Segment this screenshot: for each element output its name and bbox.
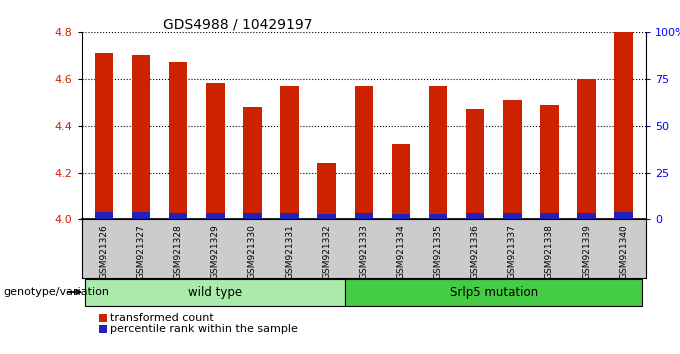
Text: GSM921340: GSM921340 xyxy=(619,224,628,279)
Text: GDS4988 / 10429197: GDS4988 / 10429197 xyxy=(163,18,313,32)
Bar xyxy=(354,86,373,219)
Text: GSM921331: GSM921331 xyxy=(285,224,294,279)
Bar xyxy=(85,279,345,307)
Text: genotype/variation: genotype/variation xyxy=(3,287,109,297)
Text: GSM921332: GSM921332 xyxy=(322,224,331,279)
Text: GSM921336: GSM921336 xyxy=(471,224,479,279)
Bar xyxy=(615,32,633,219)
Bar xyxy=(280,86,299,219)
Bar xyxy=(392,214,410,219)
Bar xyxy=(169,62,188,219)
Bar xyxy=(132,212,150,219)
Text: GSM921327: GSM921327 xyxy=(137,224,146,279)
Text: GSM921330: GSM921330 xyxy=(248,224,257,279)
Text: percentile rank within the sample: percentile rank within the sample xyxy=(110,324,298,334)
Bar xyxy=(95,53,113,219)
Bar xyxy=(503,213,522,219)
Bar xyxy=(345,279,643,307)
Text: GSM921328: GSM921328 xyxy=(173,224,183,279)
Text: GSM921329: GSM921329 xyxy=(211,224,220,279)
Bar xyxy=(206,84,224,219)
Text: Srlp5 mutation: Srlp5 mutation xyxy=(449,286,538,299)
Bar xyxy=(429,214,447,219)
Bar xyxy=(466,109,484,219)
Text: wild type: wild type xyxy=(188,286,242,299)
Bar xyxy=(615,212,633,219)
Text: transformed count: transformed count xyxy=(110,313,214,323)
Text: GSM921335: GSM921335 xyxy=(434,224,443,279)
Bar xyxy=(280,213,299,219)
Bar xyxy=(466,213,484,219)
Bar xyxy=(354,213,373,219)
Text: GSM921338: GSM921338 xyxy=(545,224,554,279)
Bar xyxy=(95,212,113,219)
Bar xyxy=(169,213,188,219)
Text: GSM921334: GSM921334 xyxy=(396,224,405,279)
Bar xyxy=(206,213,224,219)
Text: GSM921339: GSM921339 xyxy=(582,224,591,279)
Bar xyxy=(540,213,559,219)
Bar xyxy=(318,214,336,219)
Bar xyxy=(577,79,596,219)
Bar xyxy=(243,213,262,219)
Bar xyxy=(318,163,336,219)
Bar xyxy=(429,86,447,219)
Bar xyxy=(392,144,410,219)
Bar xyxy=(503,100,522,219)
Text: GSM921333: GSM921333 xyxy=(359,224,369,279)
Bar xyxy=(243,107,262,219)
Text: GSM921337: GSM921337 xyxy=(508,224,517,279)
Bar xyxy=(132,55,150,219)
Bar xyxy=(540,104,559,219)
Bar xyxy=(577,213,596,219)
Text: GSM921326: GSM921326 xyxy=(99,224,108,279)
